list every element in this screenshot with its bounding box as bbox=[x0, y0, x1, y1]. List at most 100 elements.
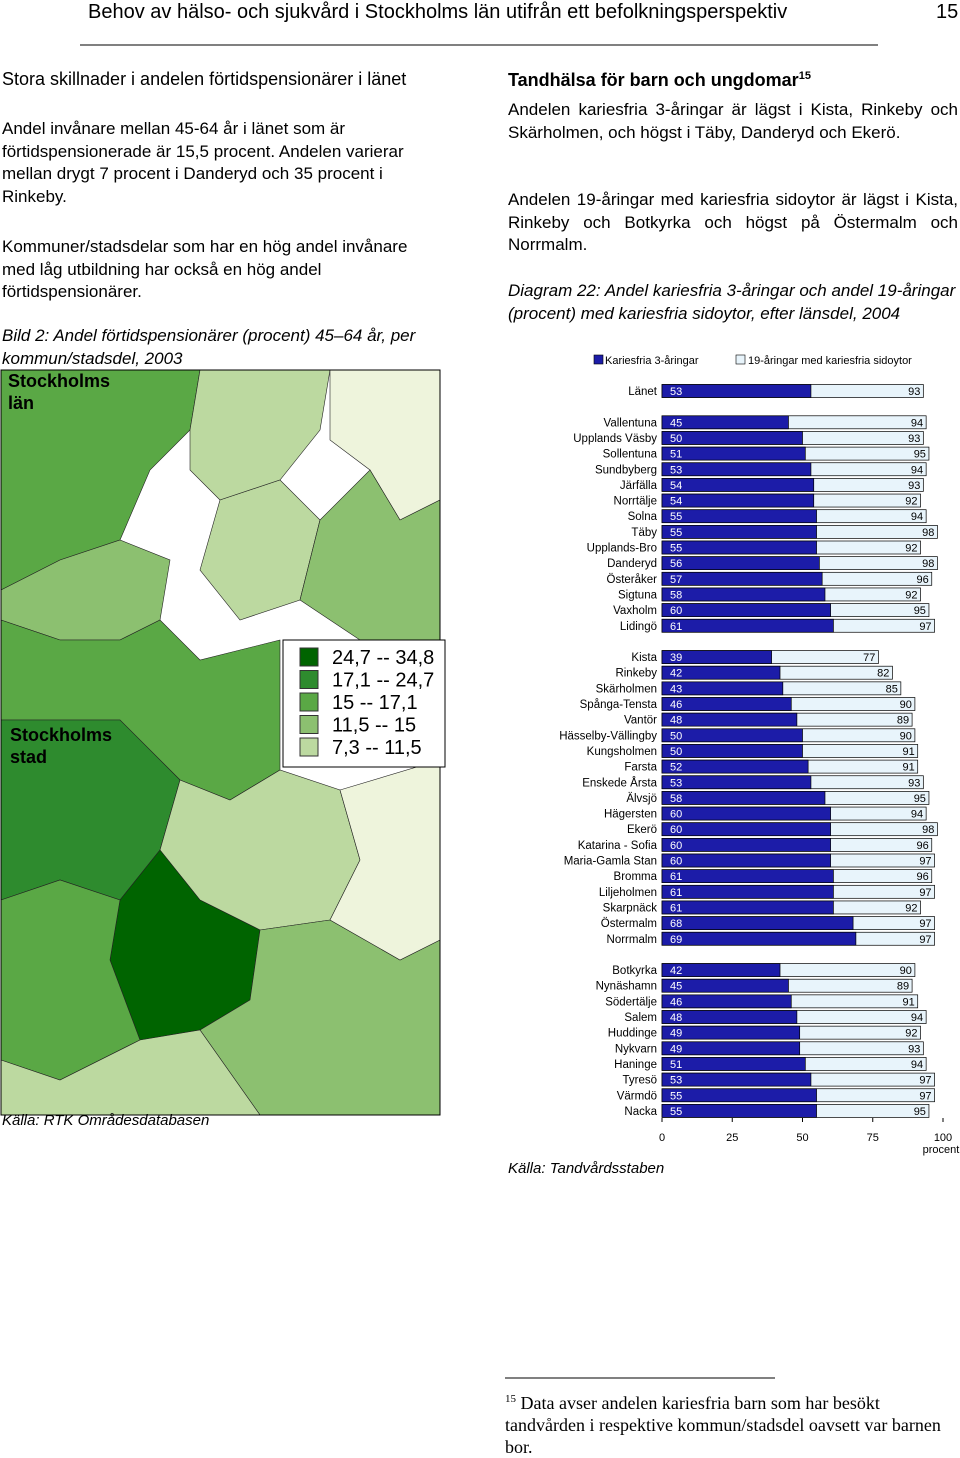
value-label: 97 bbox=[919, 856, 931, 868]
value-label: 96 bbox=[917, 574, 929, 586]
bar bbox=[661, 681, 784, 696]
value-label: 48 bbox=[670, 715, 682, 727]
value-label: 61 bbox=[670, 621, 682, 633]
x-tick-label: 0 bbox=[659, 1132, 665, 1144]
value-label: 97 bbox=[919, 1090, 931, 1102]
value-label: 51 bbox=[670, 449, 682, 461]
bar bbox=[661, 493, 815, 508]
chart-title: Diagram 22: Andel kariesfria 3-åringar o… bbox=[508, 281, 956, 323]
category-label: Norrmalm bbox=[607, 934, 657, 946]
bar bbox=[661, 650, 772, 664]
category-label: Ekerö bbox=[627, 824, 657, 836]
value-label: 61 bbox=[670, 902, 682, 914]
value-label: 97 bbox=[919, 934, 931, 946]
category-label: Skärholmen bbox=[596, 683, 657, 695]
value-label: 91 bbox=[902, 762, 914, 774]
category-label: Södertälje bbox=[605, 996, 657, 1008]
value-label: 98 bbox=[922, 527, 934, 539]
legend-label: Kariesfria 3-åringar bbox=[605, 355, 699, 367]
bar bbox=[661, 978, 789, 993]
bar bbox=[661, 1072, 812, 1087]
legend-swatch bbox=[299, 670, 319, 689]
value-label: 94 bbox=[911, 809, 923, 821]
value-label: 50 bbox=[670, 746, 682, 758]
category-label: Kista bbox=[631, 652, 657, 664]
value-label: 90 bbox=[900, 965, 912, 977]
chart-source: Källa: Tandvårdsstaben bbox=[508, 1160, 665, 1177]
bar bbox=[661, 540, 817, 555]
x-tick-label: 75 bbox=[867, 1132, 879, 1144]
value-label: 58 bbox=[670, 793, 682, 805]
bar bbox=[661, 1057, 806, 1071]
x-tick-label: 100 bbox=[934, 1132, 952, 1144]
category-label: Enskede Årsta bbox=[582, 776, 657, 789]
bar bbox=[661, 822, 831, 837]
value-label: 97 bbox=[919, 918, 931, 930]
value-label: 92 bbox=[905, 543, 917, 555]
footnote-number: 15 bbox=[505, 1393, 516, 1405]
value-label: 89 bbox=[897, 981, 909, 993]
legend-swatch bbox=[735, 354, 746, 365]
bar bbox=[661, 462, 812, 477]
bar bbox=[661, 478, 815, 492]
value-label: 95 bbox=[914, 605, 926, 617]
category-label: Sundbyberg bbox=[595, 464, 657, 476]
category-label: Sigtuna bbox=[618, 589, 658, 601]
legend-label: 11,5 -- 15 bbox=[332, 715, 416, 737]
bar bbox=[661, 697, 792, 711]
value-label: 95 bbox=[914, 793, 926, 805]
value-label: 54 bbox=[670, 496, 682, 508]
value-label: 92 bbox=[905, 902, 917, 914]
value-label: 49 bbox=[670, 1043, 682, 1055]
x-axis-label: procent bbox=[923, 1144, 960, 1156]
page-number: 15 bbox=[936, 1, 959, 23]
legend-swatch bbox=[299, 647, 319, 667]
bar bbox=[661, 415, 789, 430]
bar bbox=[661, 728, 803, 743]
bar bbox=[661, 994, 792, 1009]
bar bbox=[661, 556, 820, 571]
value-label: 96 bbox=[917, 871, 929, 883]
value-label: 48 bbox=[670, 1012, 682, 1024]
value-label: 52 bbox=[670, 762, 682, 774]
bar bbox=[661, 1041, 801, 1056]
value-label: 93 bbox=[908, 386, 920, 398]
value-label: 53 bbox=[670, 464, 682, 476]
map-caption: Bild 2: Andel förtidspensionärer (procen… bbox=[2, 326, 416, 368]
value-label: 42 bbox=[670, 668, 682, 680]
bar bbox=[661, 665, 781, 680]
bar bbox=[661, 853, 831, 868]
legend-swatch bbox=[593, 354, 604, 365]
legend-swatch bbox=[299, 715, 319, 734]
value-label: 82 bbox=[877, 668, 889, 680]
legend-label: 15 -- 17,1 bbox=[332, 692, 418, 714]
value-label: 91 bbox=[902, 996, 914, 1008]
category-label: Älvsjö bbox=[626, 793, 657, 805]
category-label: Länet bbox=[628, 386, 658, 398]
bar bbox=[661, 446, 806, 461]
value-label: 55 bbox=[670, 1090, 682, 1102]
value-label: 98 bbox=[922, 824, 934, 836]
category-label: Österåker bbox=[607, 574, 658, 586]
category-label: Solna bbox=[628, 511, 658, 523]
value-label: 53 bbox=[670, 1075, 682, 1087]
value-label: 93 bbox=[908, 433, 920, 445]
bar bbox=[661, 900, 834, 915]
value-label: 60 bbox=[670, 605, 682, 617]
legend-label: 24,7 -- 34,8 bbox=[332, 647, 434, 669]
paragraph: Andelen kariesfria 3-åringar är lägst i … bbox=[508, 100, 958, 142]
value-label: 93 bbox=[908, 777, 920, 789]
map-label: Stockholms stad bbox=[10, 725, 113, 767]
category-label: Hässelby-Vällingby bbox=[559, 730, 657, 742]
value-label: 92 bbox=[905, 1028, 917, 1040]
bar bbox=[661, 1025, 801, 1040]
value-label: 94 bbox=[911, 1012, 923, 1024]
category-label: Huddinge bbox=[608, 1028, 657, 1040]
left-heading: Stora skillnader i andelen förtidspensio… bbox=[2, 69, 407, 89]
value-label: 57 bbox=[670, 574, 682, 586]
value-label: 39 bbox=[670, 652, 682, 664]
value-label: 50 bbox=[670, 730, 682, 742]
category-label: Haninge bbox=[614, 1059, 657, 1071]
